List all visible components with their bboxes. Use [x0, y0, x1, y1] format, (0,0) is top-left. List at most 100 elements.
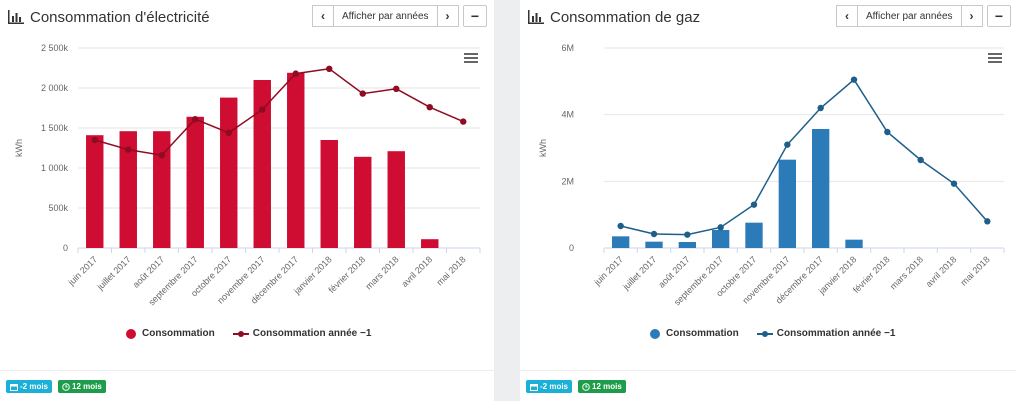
next-period-button[interactable]: › [436, 5, 459, 27]
line-point [917, 156, 924, 164]
bar [845, 239, 863, 248]
bar [354, 156, 372, 248]
x-tick-label: juin 2017 [66, 254, 100, 288]
electricity-chart: 0 500k 1 000k 1 500k 2 000k 2 500k kWh juin 201… [14, 43, 481, 307]
x-tick-label: mai 2018 [434, 254, 467, 287]
bar [812, 129, 830, 248]
line-series [94, 68, 464, 157]
calendar-icon [10, 383, 18, 391]
line-point [950, 180, 958, 187]
legend-marker [232, 329, 249, 339]
footer-badges: -2 mois 12 mois [526, 380, 632, 393]
bar-chart-icon [8, 10, 24, 24]
bar [745, 222, 763, 248]
footer-badges: -2 mois 12 mois [6, 380, 112, 393]
line-point [617, 222, 624, 230]
x-tick-label: juillet 2017 [94, 254, 132, 292]
period-badge: 12 mois [58, 380, 106, 393]
line-point [91, 136, 98, 144]
period-badge-label: 12 mois [592, 382, 622, 391]
legend-marker [126, 328, 136, 339]
x-tick-label: mai 2018 [958, 254, 991, 287]
show-by-years-button[interactable]: Afficher par années [334, 5, 437, 27]
line-point [784, 141, 791, 148]
y-tick-label: 500k [48, 203, 68, 213]
chart-legend: Consommation Consommation année −1 [650, 328, 913, 339]
y-tick-label: 4M [561, 110, 574, 120]
bar [320, 140, 338, 248]
y-tick-label: 2 000k [41, 83, 69, 93]
line-point [650, 230, 658, 238]
legend-label: Consommation année −1 [776, 328, 896, 339]
x-tick-label: juin 2017 [591, 254, 625, 288]
y-tick-label: 2M [561, 176, 574, 186]
delay-badge: -2 mois [6, 380, 53, 393]
previous-period-button[interactable]: ‹ [312, 5, 334, 27]
y-tick-label: 1 000k [41, 163, 69, 173]
legend-item-consommation[interactable]: Consommation [126, 328, 215, 339]
chart-menu-icon[interactable] [464, 53, 478, 63]
collapse-button[interactable]: − [463, 5, 487, 27]
y-tick-label: 0 [569, 243, 574, 253]
legend-label: Consommation [142, 328, 215, 339]
previous-period-button[interactable]: ‹ [836, 5, 858, 27]
line-point [192, 116, 199, 123]
clock-icon [62, 382, 70, 391]
legend-item-consommation[interactable]: Consommation [650, 328, 739, 339]
delay-badge-label: -2 mois [540, 382, 569, 391]
period-badge: 12 mois [578, 380, 626, 393]
bar [220, 97, 238, 248]
line-point [817, 104, 824, 112]
legend-item-consommation-prev-year[interactable]: Consommation année −1 [756, 328, 896, 339]
bar [712, 230, 730, 248]
delay-badge-label: -2 mois [20, 382, 49, 391]
next-period-button[interactable]: › [960, 5, 983, 27]
line-point [292, 70, 299, 77]
footer-divider [520, 370, 1016, 371]
legend-marker [756, 329, 773, 339]
bar [778, 159, 796, 248]
collapse-button[interactable]: − [987, 5, 1011, 27]
y-tick-label: 1 500k [41, 123, 69, 133]
show-by-years-button[interactable]: Afficher par années [858, 5, 961, 27]
legend-marker [650, 328, 660, 339]
line-point [259, 106, 266, 113]
chart-legend: Consommation Consommation année −1 [126, 328, 389, 339]
line-point [884, 128, 891, 136]
line-point [158, 152, 165, 159]
line-point [359, 90, 366, 97]
delay-badge: -2 mois [526, 380, 573, 393]
line-point [850, 76, 858, 83]
line-point [684, 231, 691, 238]
line-point [717, 224, 724, 231]
legend-item-consommation-prev-year[interactable]: Consommation année −1 [232, 328, 371, 339]
x-tick-label: mars 2018 [888, 254, 925, 291]
bar [186, 116, 204, 248]
bar [153, 131, 171, 248]
x-tick-label: juillet 2017 [620, 254, 658, 292]
period-badge-label: 12 mois [72, 382, 102, 391]
bar-chart-icon [528, 10, 544, 24]
electricity-panel: Consommation d'électricité ‹ Afficher pa… [0, 0, 494, 401]
bar [253, 80, 271, 248]
line-point [460, 118, 467, 125]
x-tick-label: août 2017 [656, 254, 691, 289]
y-tick-label: 2 500k [41, 43, 69, 53]
panel-title: Consommation de gaz [550, 8, 701, 26]
x-tick-label: août 2017 [131, 254, 166, 289]
line-point [750, 201, 758, 208]
line-series [620, 78, 988, 236]
bar [612, 236, 630, 248]
gas-panel: Consommation de gaz ‹ Afficher par année… [520, 0, 1016, 401]
bar [678, 242, 696, 248]
footer-divider [0, 370, 494, 371]
panel-header: Consommation d'électricité [8, 6, 210, 28]
chart-menu-icon[interactable] [988, 53, 1002, 63]
line-point [125, 146, 132, 153]
line-point [326, 65, 333, 72]
y-axis-title: kWh [538, 139, 548, 157]
clock-icon [582, 382, 590, 391]
x-tick-label: avril 2018 [924, 254, 959, 289]
bar [387, 151, 405, 248]
